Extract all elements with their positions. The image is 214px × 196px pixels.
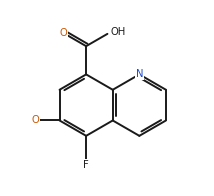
Text: F: F	[83, 160, 89, 170]
Text: O: O	[32, 115, 39, 125]
Text: O: O	[60, 28, 67, 38]
Text: OH: OH	[110, 27, 126, 37]
Text: N: N	[136, 69, 143, 79]
